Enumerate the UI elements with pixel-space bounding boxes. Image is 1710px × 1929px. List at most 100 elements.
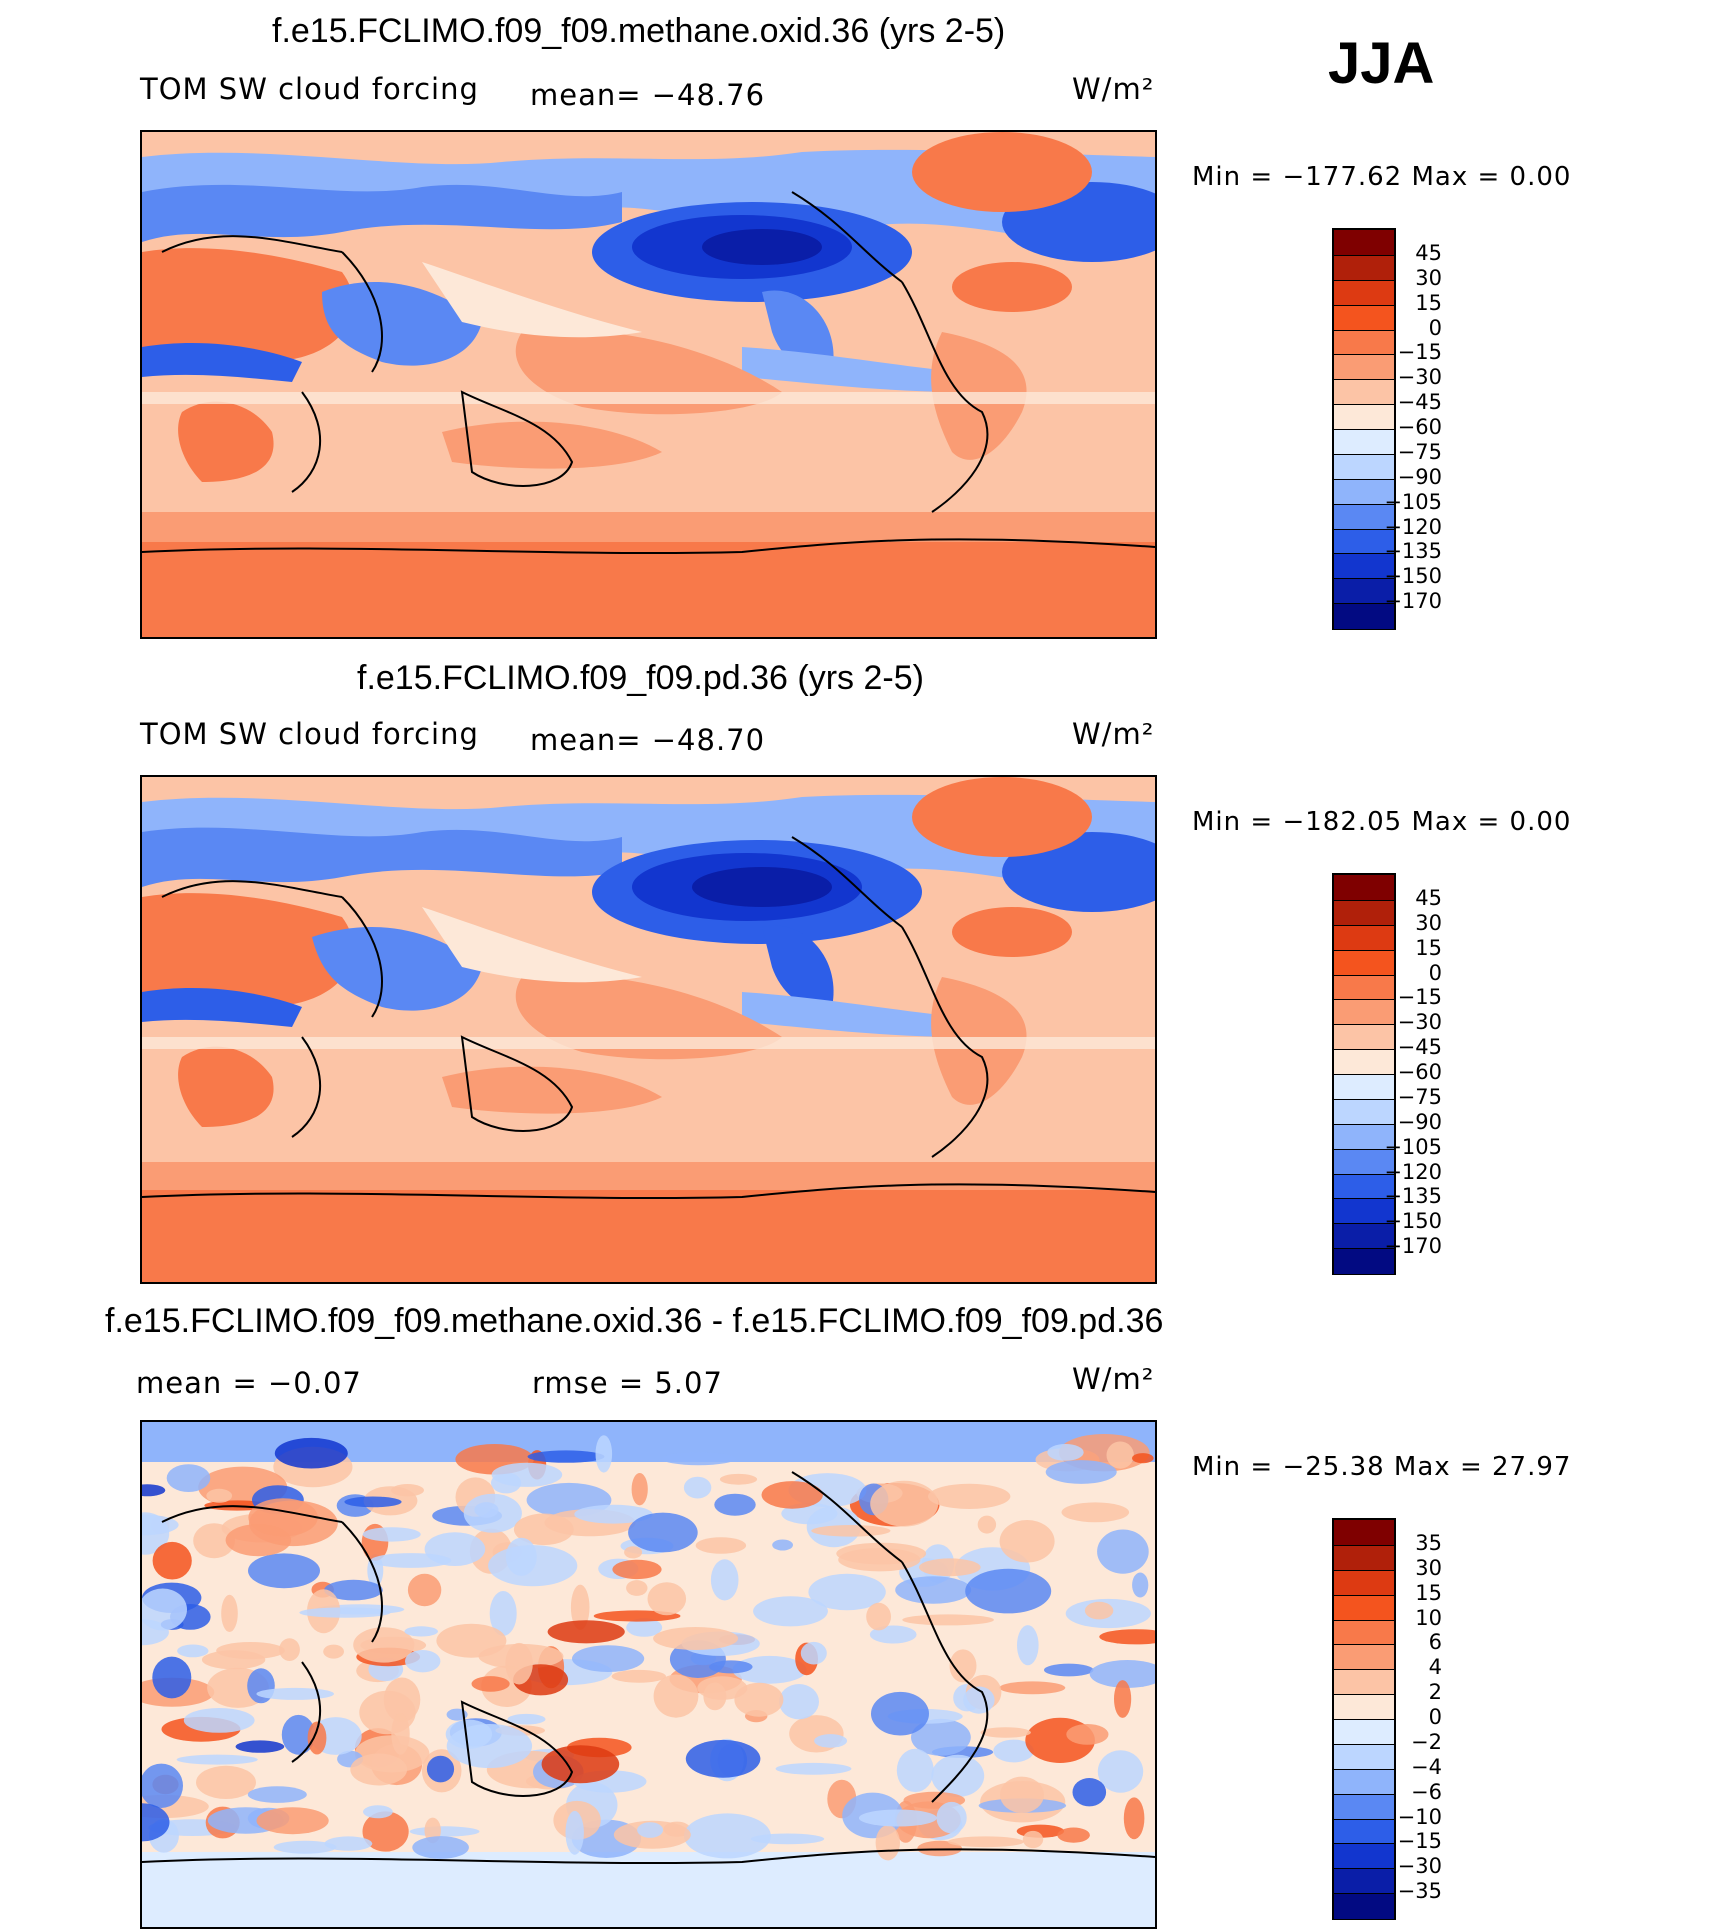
colorbar-swatch (1334, 279, 1394, 306)
colorbar-label: 45 (1415, 240, 1442, 265)
colorbar-label: 30 (1415, 1555, 1442, 1580)
difference-cell (1045, 1460, 1117, 1484)
difference-cell (152, 1656, 192, 1699)
colorbar-divider (1334, 1594, 1394, 1596)
colorbar-divider (1334, 603, 1394, 605)
difference-cell (142, 1514, 179, 1536)
colorbar-label: −170 (1384, 589, 1442, 614)
difference-cell (624, 1546, 643, 1559)
difference-cell (1061, 1502, 1130, 1523)
colorbar-swatch (1334, 1024, 1394, 1050)
difference-cell (1099, 1629, 1155, 1645)
panel3-colorbar (1332, 1518, 1396, 1920)
colorbar-label: −120 (1384, 514, 1442, 539)
difference-cell (436, 1623, 507, 1658)
season-label: JJA (1328, 31, 1435, 96)
difference-cell (919, 1558, 981, 1577)
colorbar-divider (1334, 453, 1394, 455)
colorbar-label: 2 (1428, 1680, 1442, 1705)
difference-cell (489, 1591, 517, 1636)
difference-cell (1022, 1830, 1044, 1849)
difference-cell (949, 1649, 977, 1683)
difference-cell (279, 1638, 300, 1661)
difference-cell (166, 1464, 211, 1492)
colorbar-divider (1334, 1173, 1394, 1175)
colorbar-swatch (1334, 528, 1394, 554)
colorbar-divider (1334, 1049, 1394, 1051)
colorbar-swatch (1334, 1123, 1394, 1150)
colorbar-swatch (1334, 1793, 1394, 1819)
difference-cell (870, 1480, 939, 1527)
panel1-mean: mean= −48.76 (530, 78, 766, 112)
panel2-colorbar (1332, 873, 1396, 1275)
colorbar-swatch (1334, 404, 1394, 430)
colorbar-label: −150 (1384, 1209, 1442, 1234)
difference-cell (683, 1813, 771, 1859)
difference-cell (391, 1484, 424, 1497)
difference-cell (811, 1525, 891, 1537)
difference-cell (719, 1473, 758, 1485)
difference-cell (235, 1740, 285, 1753)
colorbar-swatch (1334, 1768, 1394, 1795)
difference-cell (999, 1520, 1055, 1563)
panel3-rmse: rmse = 5.07 (532, 1366, 723, 1400)
difference-cell (1114, 1680, 1132, 1718)
colorbar-swatch (1334, 1148, 1394, 1174)
panel1-minmax: Min = −177.62 Max = 0.00 (1192, 162, 1572, 192)
colorbar-label: 15 (1415, 290, 1442, 315)
colorbar-divider (1334, 1619, 1394, 1621)
colorbar-divider (1334, 1868, 1394, 1870)
colorbar-label: −10 (1397, 1804, 1442, 1829)
difference-cell (391, 1713, 410, 1755)
colorbar-swatch (1334, 1594, 1394, 1620)
colorbar-swatch (1334, 1644, 1394, 1670)
difference-cell (1123, 1797, 1145, 1840)
colorbar-divider (1334, 1074, 1394, 1075)
panel3-mean: mean = −0.07 (136, 1366, 362, 1400)
colorbar-label: −45 (1397, 1035, 1442, 1060)
colorbar-swatch (1334, 304, 1394, 330)
colorbar-swatch (1334, 1719, 1394, 1745)
difference-cell (1044, 1663, 1094, 1677)
colorbar-swatch (1334, 1669, 1394, 1695)
colorbar-label: 45 (1415, 885, 1442, 910)
colorbar-divider (1334, 1098, 1394, 1100)
difference-cell (911, 1718, 971, 1756)
colorbar-swatch (1334, 603, 1394, 629)
colorbar-label: 0 (1428, 960, 1442, 985)
difference-cell (871, 1691, 929, 1736)
colorbar-label: −105 (1384, 1134, 1442, 1159)
panel3-title: f.e15.FCLIMO.f09_f09.methane.oxid.36 - f… (105, 1302, 1164, 1340)
colorbar-swatch (1334, 974, 1394, 1000)
difference-cell (993, 1739, 1034, 1763)
difference-cell (714, 1493, 756, 1516)
difference-cell (977, 1515, 997, 1534)
difference-cell (527, 1450, 605, 1463)
colorbar-label: −60 (1397, 1060, 1442, 1084)
colorbar-label: 35 (1415, 1530, 1442, 1555)
colorbar-swatch (1334, 1619, 1394, 1645)
colorbar-label: 15 (1415, 935, 1442, 960)
colorbar-divider (1334, 354, 1394, 356)
difference-cell (471, 1676, 510, 1692)
colorbar-divider (1334, 1123, 1394, 1125)
difference-cell (647, 1582, 687, 1616)
colorbar-divider (1334, 999, 1394, 1001)
difference-cell (363, 1805, 393, 1819)
colorbar-divider (1334, 379, 1394, 381)
colorbar-label: −105 (1384, 489, 1442, 514)
difference-cell (1097, 1529, 1149, 1574)
colorbar-divider (1334, 1248, 1394, 1250)
colorbar-divider (1334, 899, 1394, 901)
colorbar-swatch (1334, 1248, 1394, 1274)
colorbar-divider (1334, 254, 1394, 256)
colorbar-label: −135 (1384, 1184, 1442, 1209)
panel2-title: f.e15.FCLIMO.f09_f09.pd.36 (yrs 2-5) (357, 659, 924, 697)
colorbar-label: 0 (1428, 1705, 1442, 1729)
colorbar-label: 4 (1428, 1655, 1442, 1680)
difference-cell (201, 1650, 266, 1670)
difference-cell (595, 1435, 613, 1473)
colorbar-label: −2 (1411, 1729, 1442, 1754)
colorbar-label: 0 (1428, 315, 1442, 340)
difference-cell (965, 1568, 1052, 1614)
